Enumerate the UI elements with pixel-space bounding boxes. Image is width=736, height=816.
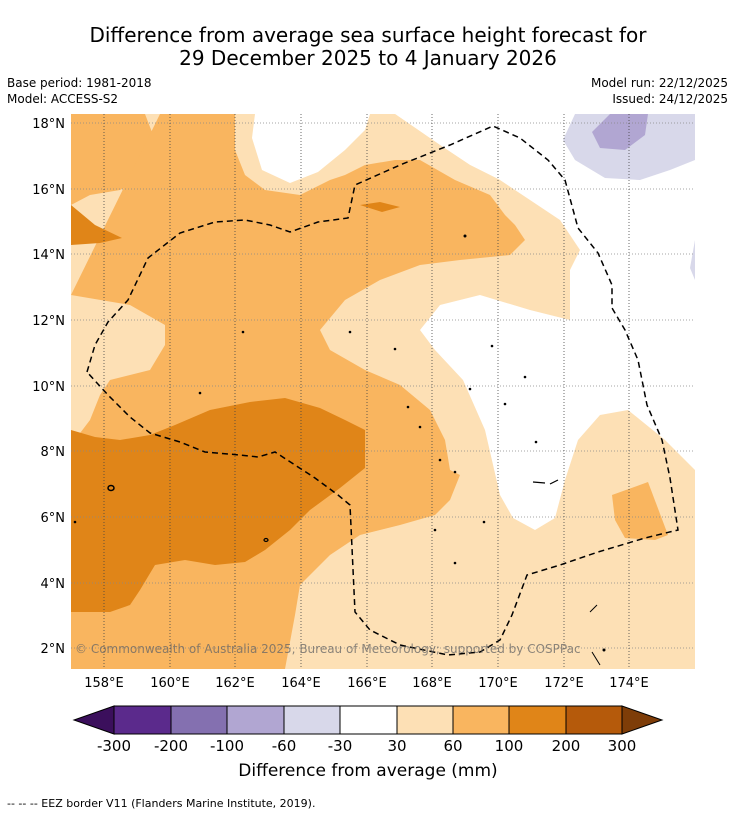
colorbar-ticks: -300 -200 -100 -60 -30 30 60 100 200 300 [97, 737, 636, 755]
lat-label-12n: 12°N [32, 314, 65, 329]
lat-label-10n: 10°N [32, 380, 65, 395]
contour-neutral-north [252, 114, 370, 183]
lat-label-2n: 2°N [41, 642, 66, 657]
colorbar-tick-9: 200 [552, 737, 581, 755]
colorbar-segment-3 [226, 705, 285, 735]
colorbar-segment-2 [170, 705, 228, 735]
title-line-2: 29 December 2025 to 4 January 2026 [179, 46, 557, 70]
colorbar-tick-3: -100 [210, 737, 244, 755]
colorbar-segment-9 [565, 705, 623, 735]
lon-label-164e: 164°E [281, 676, 321, 691]
colorbar-segment-8 [508, 705, 567, 735]
map-area [71, 114, 695, 669]
lat-label-16n: 16°N [32, 183, 65, 198]
colorbar-under-arrow [72, 705, 115, 735]
lon-label-158e: 158°E [84, 676, 124, 691]
island-markers [73, 234, 606, 666]
contour-mid-orange-east [612, 482, 668, 540]
contour-neutral-east-inner [395, 114, 500, 195]
contour-dark-orange-small [360, 202, 400, 212]
colorbar [72, 705, 664, 735]
lon-label-162e: 162°E [215, 676, 255, 691]
colorbar-segment-4 [283, 705, 341, 735]
lon-labels: 158°E 160°E 162°E 164°E 166°E 168°E 170°… [84, 676, 649, 691]
colorbar-tick-8: 100 [495, 737, 524, 755]
contour-neutral-east [395, 114, 695, 530]
colorbar-segment-7 [452, 705, 510, 735]
colorbar-tick-5: -30 [328, 737, 353, 755]
lon-label-172e: 172°E [544, 676, 584, 691]
meta-right: Model run: 22/12/2025 Issued: 24/12/2025 [591, 75, 728, 107]
lat-label-4n: 4°N [41, 577, 66, 592]
colorbar-over-arrow [621, 705, 664, 735]
colorbar-segment-5 [339, 705, 398, 735]
colorbar-tick-2: -200 [154, 737, 188, 755]
lat-label-8n: 8°N [41, 445, 66, 460]
colorbar-tick-6: 30 [387, 737, 406, 755]
colorbar-tick-1: -300 [97, 737, 131, 755]
lat-labels: 18°N 16°N 14°N 12°N 10°N 8°N 6°N 4°N 2°N [32, 117, 65, 657]
lat-label-6n: 6°N [41, 511, 66, 526]
base-period: Base period: 1981-2018 [7, 76, 152, 90]
contour-negative-light-edge [690, 240, 695, 280]
colorbar-segment-6 [396, 705, 454, 735]
contour-dark-orange-west [71, 205, 122, 245]
contour-dark-orange [71, 398, 365, 612]
lon-label-168e: 168°E [412, 676, 452, 691]
title-line-1: Difference from average sea surface heig… [89, 23, 647, 47]
lat-label-14n: 14°N [32, 248, 65, 263]
colorbar-label: Difference from average (mm) [238, 761, 498, 781]
eez-border [86, 125, 679, 656]
lon-label-166e: 166°E [347, 676, 387, 691]
lon-label-174e: 174°E [609, 676, 649, 691]
model-name: Model: ACCESS-S2 [7, 92, 119, 106]
eez-legend-note: -- -- -- EEZ border V11 (Flanders Marine… [7, 797, 316, 810]
meta-left: Base period: 1981-2018 Model: ACCESS-S2 [7, 75, 152, 107]
lon-label-170e: 170°E [478, 676, 518, 691]
model-run: Model run: 22/12/2025 [590, 76, 728, 90]
lat-grid [71, 122, 695, 649]
lat-label-18n: 18°N [32, 117, 65, 132]
lon-grid [103, 114, 630, 669]
colorbar-tick-10: 300 [608, 737, 637, 755]
lon-label-160e: 160°E [150, 676, 190, 691]
issued-date: Issued: 24/12/2025 [612, 92, 728, 106]
colorbar-tick-7: 60 [443, 737, 462, 755]
copyright-notice: © Commonwealth of Australia 2025, Bureau… [75, 642, 581, 656]
colorbar-segment-1 [113, 705, 172, 735]
map-title: Difference from average sea surface heig… [0, 24, 736, 70]
colorbar-tick-4: -60 [272, 737, 297, 755]
